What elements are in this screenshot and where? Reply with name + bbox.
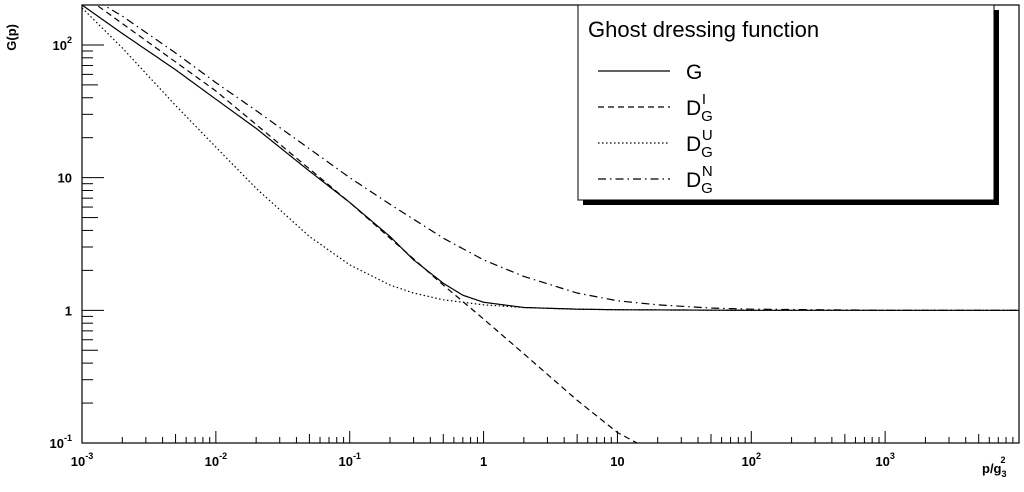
x-tick-label-exponent: -1	[353, 451, 361, 461]
legend-entry-base: D	[686, 97, 701, 120]
plot-frame	[81, 4, 1020, 444]
x-tick-label: 10	[610, 454, 624, 469]
x-tick-label: 1	[480, 454, 487, 469]
legend-entry-superscript: N	[702, 163, 713, 180]
y-tick-label-base: 10	[50, 436, 64, 451]
x-tick-label-exponent: 3	[890, 451, 895, 461]
y-tick-label-base: 1	[65, 303, 72, 318]
y-tick-label-exponent: -1	[64, 433, 72, 443]
x-tick-label-base: 10	[610, 454, 624, 469]
y-axis-label: G(p)	[4, 24, 19, 51]
x-tick-label-base: 1	[480, 454, 487, 469]
x-tick-label: 102	[742, 451, 761, 469]
legend-entry-label: G	[686, 61, 702, 84]
legend-entry-label: DGU	[686, 127, 713, 161]
x-tick-label-base: 10	[205, 454, 219, 469]
series-layer	[82, 5, 1019, 443]
x-tick-label-exponent: -2	[219, 451, 227, 461]
legend-entry-subscript: G	[701, 180, 713, 197]
x-tick-label-base: 10	[338, 454, 352, 469]
y-tick-label: 1	[65, 303, 72, 318]
legend-entry-label: DGN	[686, 163, 713, 197]
y-tick-label: 102	[53, 35, 72, 53]
legend-box	[577, 4, 995, 201]
legend-title: Ghost dressing function	[588, 17, 819, 42]
legend-entry-superscript: I	[702, 91, 706, 108]
y-tick-label: 10-1	[50, 433, 72, 451]
x-axis-label-base: p/g	[982, 461, 1002, 476]
x-tick-label: 103	[875, 451, 894, 469]
x-tick-label-base: 10	[875, 454, 889, 469]
legend-entry-subscript: G	[701, 144, 713, 161]
series-line-dashdot	[102, 5, 1019, 311]
legend-entry-base: D	[686, 133, 701, 156]
legend-entry-superscript: U	[702, 127, 713, 144]
x-axis-label-subscript: 3	[1002, 469, 1007, 479]
x-tick-label: 10-1	[338, 451, 360, 469]
legend-entry-base: G	[686, 61, 702, 84]
x-tick-label-exponent: 2	[756, 451, 761, 461]
x-tick-label: 10-3	[71, 451, 93, 469]
legend-entry-label: DGI	[686, 91, 713, 125]
x-tick-label-exponent: -3	[85, 451, 93, 461]
legend-entry-base: D	[686, 169, 701, 192]
legend-entry-subscript: G	[701, 108, 713, 125]
x-tick-label-base: 10	[71, 454, 85, 469]
x-tick-label: 10-2	[205, 451, 227, 469]
x-tick-label-base: 10	[742, 454, 756, 469]
y-tick-label-base: 10	[53, 38, 67, 53]
y-tick-label: 10	[58, 171, 72, 186]
y-tick-label-exponent: 2	[67, 35, 72, 45]
x-axis-label: p/g3 2	[982, 455, 1007, 479]
x-axis-label-superscript: 2	[1001, 455, 1006, 465]
y-tick-label-base: 10	[58, 171, 72, 186]
tick-layer	[81, 4, 1014, 444]
